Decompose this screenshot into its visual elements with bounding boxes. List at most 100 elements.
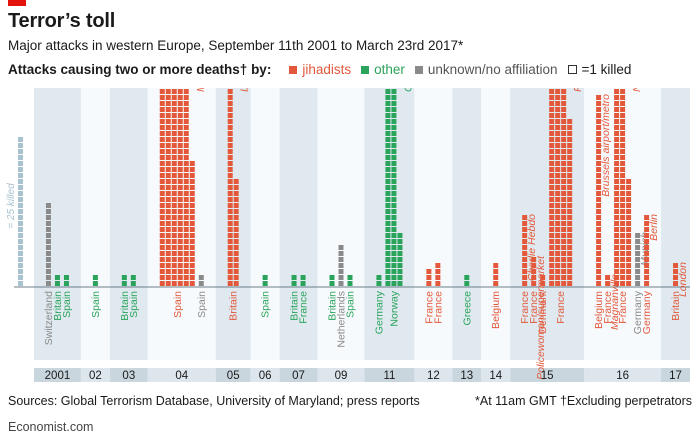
death-box	[555, 251, 561, 256]
scale-box	[18, 221, 23, 226]
death-box	[385, 131, 391, 136]
scale-box	[18, 185, 23, 190]
death-box	[338, 281, 344, 286]
death-box	[45, 281, 51, 286]
death-box	[626, 263, 632, 268]
death-box	[227, 137, 233, 142]
death-box	[549, 107, 555, 112]
death-box	[165, 95, 171, 100]
death-box	[130, 275, 136, 280]
legend: Attacks causing two or more deaths† by: …	[8, 62, 631, 77]
death-box	[227, 179, 233, 184]
death-box	[171, 107, 177, 112]
death-box	[159, 257, 165, 262]
death-box	[549, 257, 555, 262]
death-box	[561, 281, 567, 286]
death-box	[397, 281, 403, 286]
annotation-label: Brussels airport/metro	[600, 94, 612, 197]
death-box	[596, 191, 602, 196]
death-box	[596, 257, 602, 262]
death-box	[45, 257, 51, 262]
year-label-band	[414, 368, 453, 382]
death-box	[227, 215, 233, 220]
year-band	[109, 88, 148, 360]
death-box	[596, 101, 602, 106]
death-box	[626, 185, 632, 190]
death-box	[635, 257, 641, 262]
death-box	[227, 113, 233, 118]
country-label: Denmark	[537, 290, 549, 333]
death-box	[385, 233, 391, 238]
country-label: Spain	[260, 291, 272, 318]
death-box	[165, 203, 171, 208]
death-box	[45, 209, 51, 214]
death-box	[189, 173, 195, 178]
death-box	[45, 275, 51, 280]
death-box	[531, 263, 537, 268]
death-box	[159, 209, 165, 214]
death-box	[522, 251, 528, 256]
death-box	[596, 275, 602, 280]
death-box	[614, 167, 620, 172]
country-label: Britain	[289, 291, 301, 321]
death-box	[391, 179, 397, 184]
death-box	[291, 275, 297, 280]
death-box	[177, 113, 183, 118]
death-box	[233, 227, 239, 232]
death-box	[262, 275, 268, 280]
death-box	[159, 101, 165, 106]
country-label: Germany	[373, 290, 385, 334]
death-box	[549, 275, 555, 280]
death-box	[189, 275, 195, 280]
year-label-band	[364, 368, 415, 382]
death-box	[183, 161, 189, 166]
death-box	[614, 227, 620, 232]
country-label: France	[298, 291, 310, 324]
death-box	[522, 233, 528, 238]
death-box	[596, 245, 602, 250]
death-box	[620, 137, 626, 142]
death-box	[549, 263, 555, 268]
death-box	[596, 137, 602, 142]
scale-box	[18, 215, 23, 220]
year-label-band	[279, 368, 318, 382]
death-box	[177, 107, 183, 112]
death-box	[567, 275, 573, 280]
death-box	[183, 245, 189, 250]
legend-label: Attacks causing two or more deaths† by:	[8, 62, 272, 77]
death-box	[555, 137, 561, 142]
death-box	[555, 149, 561, 154]
death-box	[555, 131, 561, 136]
death-box	[391, 251, 397, 256]
death-box	[159, 245, 165, 250]
death-box	[189, 245, 195, 250]
death-box	[531, 257, 537, 262]
country-label: France	[519, 291, 531, 324]
death-box	[159, 119, 165, 124]
death-box	[522, 227, 528, 232]
death-box	[540, 275, 546, 280]
scale-box	[18, 263, 23, 268]
death-box	[596, 173, 602, 178]
death-box	[165, 173, 171, 178]
death-box	[233, 263, 239, 268]
death-box	[121, 275, 127, 280]
death-box	[183, 281, 189, 286]
death-box	[596, 143, 602, 148]
death-box	[171, 149, 177, 154]
death-box	[385, 203, 391, 208]
death-box	[385, 221, 391, 226]
death-box	[183, 149, 189, 154]
death-box	[635, 239, 641, 244]
death-box	[130, 281, 136, 286]
scale-box	[18, 197, 23, 202]
death-box	[177, 173, 183, 178]
death-box	[549, 131, 555, 136]
death-box	[391, 113, 397, 118]
death-box	[555, 191, 561, 196]
death-box	[620, 251, 626, 256]
death-box	[549, 209, 555, 214]
death-box	[183, 101, 189, 106]
death-box	[620, 167, 626, 172]
country-label: France	[423, 291, 435, 324]
